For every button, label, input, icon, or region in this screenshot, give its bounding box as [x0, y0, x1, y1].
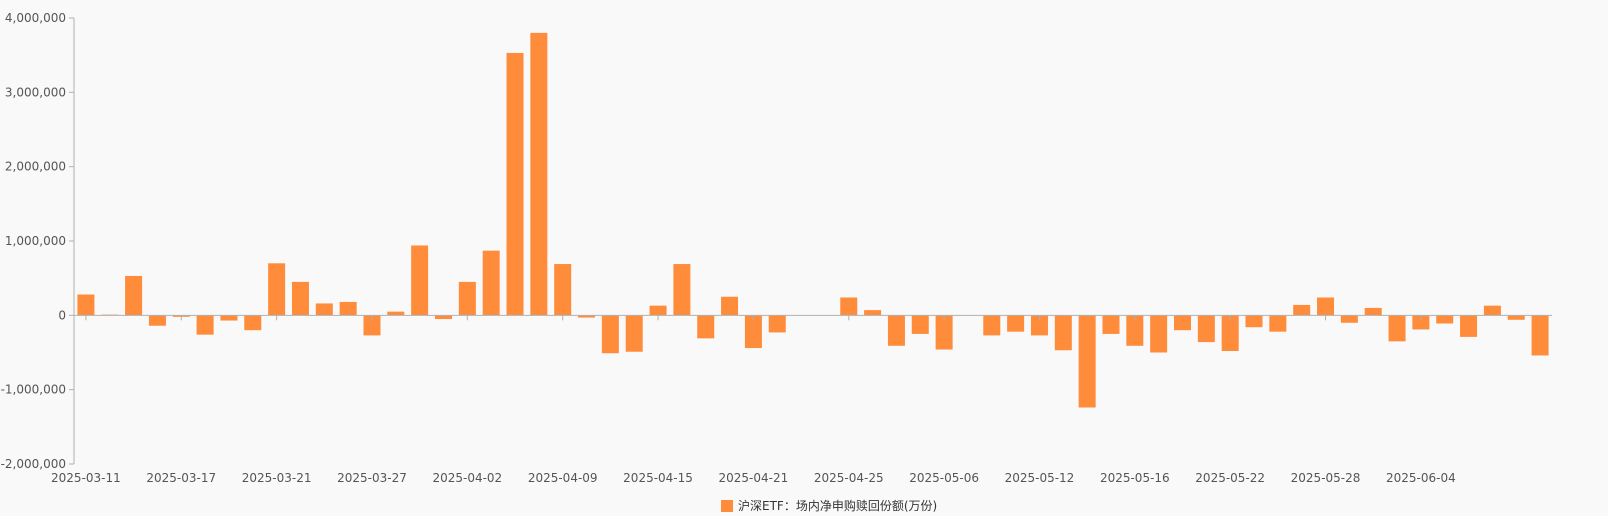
y-tick-label: 0: [58, 308, 66, 322]
bar[interactable]: [1412, 315, 1430, 330]
bar[interactable]: [1317, 297, 1335, 316]
bar[interactable]: [458, 281, 476, 316]
x-tick-label: 2025-04-15: [623, 471, 693, 485]
x-tick-label: 2025-03-11: [51, 471, 121, 485]
bar[interactable]: [1436, 315, 1454, 324]
legend-label: 沪深ETF：场内净申购赎回份额(万份): [738, 498, 937, 513]
bar[interactable]: [77, 294, 95, 316]
bar[interactable]: [578, 315, 596, 318]
bar[interactable]: [315, 303, 333, 316]
y-tick-label: -2,000,000: [1, 457, 66, 471]
bar[interactable]: [768, 315, 786, 333]
bar[interactable]: [482, 250, 500, 316]
bar[interactable]: [1102, 315, 1120, 334]
bar[interactable]: [530, 32, 548, 316]
bar[interactable]: [935, 315, 953, 350]
y-tick-label: 1,000,000: [5, 234, 66, 248]
bar[interactable]: [435, 315, 452, 320]
x-axis-ticks: 2025-03-11 2025-03-17 2025-03-21 2025-03-27…: [51, 315, 1456, 485]
bar[interactable]: [1150, 315, 1168, 353]
bar[interactable]: [506, 52, 524, 316]
bar[interactable]: [363, 315, 381, 336]
x-tick-label: 2025-05-16: [1100, 471, 1170, 485]
bar[interactable]: [1507, 315, 1525, 320]
bar[interactable]: [721, 296, 739, 316]
x-tick-label: 2025-04-02: [432, 471, 502, 485]
bar[interactable]: [125, 275, 143, 316]
bar[interactable]: [1388, 315, 1406, 342]
bar[interactable]: [1174, 315, 1191, 331]
bar[interactable]: [1221, 315, 1239, 352]
bar[interactable]: [1030, 315, 1048, 336]
bar[interactable]: [411, 245, 429, 316]
bar[interactable]: [601, 315, 619, 354]
bar[interactable]: [196, 315, 214, 335]
x-tick-label: 2025-05-12: [1005, 471, 1075, 485]
bar[interactable]: [1269, 315, 1287, 332]
bars-layer: [77, 32, 1549, 408]
bar[interactable]: [220, 315, 238, 321]
bar[interactable]: [387, 311, 405, 316]
bar[interactable]: [911, 315, 929, 334]
bar[interactable]: [1340, 315, 1358, 323]
y-tick-label: 3,000,000: [5, 85, 66, 99]
x-tick-label: 2025-04-09: [528, 471, 598, 485]
bar[interactable]: [744, 315, 762, 349]
bar[interactable]: [673, 264, 691, 316]
bar[interactable]: [1364, 307, 1382, 316]
bar[interactable]: [268, 263, 286, 316]
x-tick-label: 2025-05-06: [909, 471, 979, 485]
x-tick-label: 2025-03-27: [337, 471, 407, 485]
x-tick-label: 2025-06-04: [1386, 471, 1456, 485]
x-tick-label: 2025-05-22: [1195, 471, 1265, 485]
y-tick-label: 2,000,000: [5, 160, 66, 174]
bar[interactable]: [840, 297, 858, 316]
bar[interactable]: [1126, 315, 1144, 346]
y-axis-ticks: 4,000,000 3,000,000 2,000,000 1,000,000 0 -1,…: [1, 11, 74, 471]
x-tick-label: 2025-04-25: [814, 471, 884, 485]
bar[interactable]: [1054, 315, 1072, 351]
bar[interactable]: [339, 301, 357, 316]
bar[interactable]: [887, 315, 905, 346]
bar[interactable]: [1483, 305, 1501, 316]
y-tick-label: 4,000,000: [5, 11, 66, 25]
bar[interactable]: [1245, 315, 1263, 328]
bar[interactable]: [291, 281, 309, 316]
bar[interactable]: [1197, 315, 1215, 343]
y-tick-label: -1,000,000: [1, 383, 66, 397]
x-tick-label: 2025-04-21: [719, 471, 789, 485]
bar[interactable]: [649, 305, 667, 316]
bar[interactable]: [864, 310, 882, 316]
bar[interactable]: [1531, 315, 1549, 356]
bar[interactable]: [554, 264, 572, 316]
bar[interactable]: [1078, 315, 1096, 408]
bar[interactable]: [697, 315, 715, 339]
bar[interactable]: [1007, 315, 1025, 332]
x-tick-label: 2025-03-21: [242, 471, 312, 485]
x-tick-label: 2025-03-17: [146, 471, 216, 485]
bar[interactable]: [148, 315, 166, 326]
legend-swatch: [721, 500, 733, 512]
x-tick-label: 2025-05-28: [1291, 471, 1361, 485]
bar[interactable]: [244, 315, 262, 331]
chart-legend[interactable]: 沪深ETF：场内净申购赎回份额(万份): [721, 498, 937, 513]
bar[interactable]: [1460, 315, 1478, 337]
bar[interactable]: [983, 315, 1001, 336]
bar[interactable]: [1293, 304, 1311, 316]
bar[interactable]: [625, 315, 643, 352]
